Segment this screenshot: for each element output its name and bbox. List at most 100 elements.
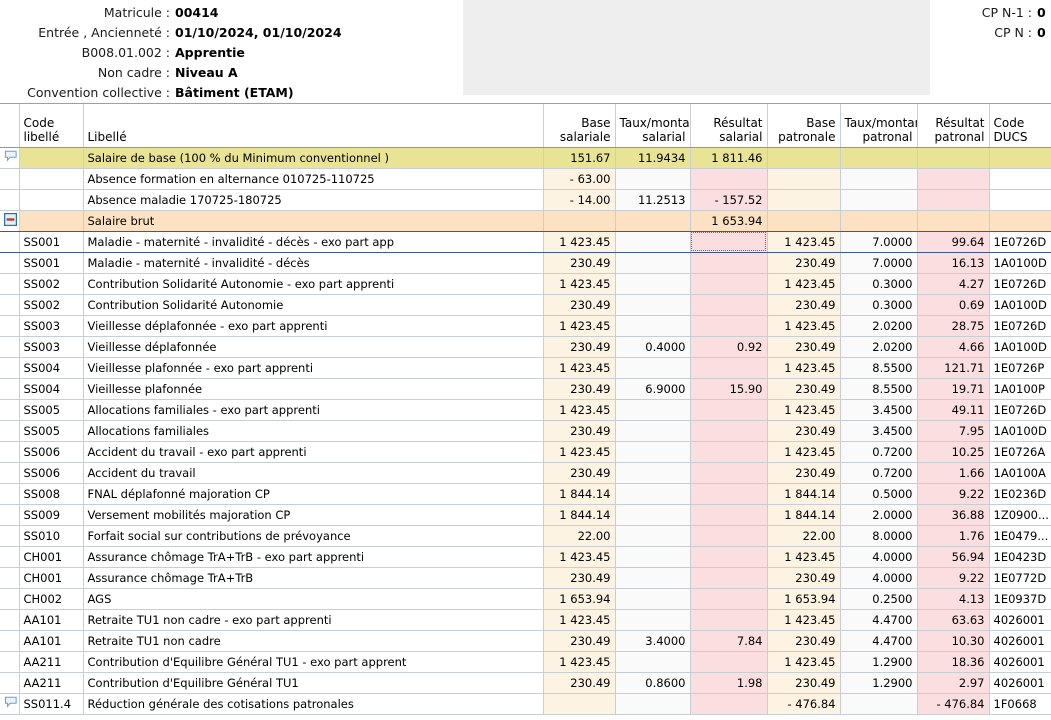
cell-code-ducs[interactable]: 4026001 <box>989 609 1051 631</box>
cell-code-ducs[interactable] <box>989 147 1051 169</box>
table-row[interactable]: SS002 Contribution Solidarité Autonomie 23… <box>0 294 1051 316</box>
cell-res-pat[interactable]: 4.27 <box>917 273 990 295</box>
cell-taux-sal[interactable]: 11.9434 <box>615 147 691 169</box>
cell-code-ducs[interactable]: 1E0726D <box>989 315 1051 337</box>
cell-base-sal[interactable]: - 63.00 <box>543 168 616 190</box>
cell-taux-sal[interactable] <box>615 609 691 631</box>
cell-code-libelle[interactable]: SS011.4 <box>19 693 84 715</box>
column-header-libelle[interactable]: Libellé <box>83 104 544 148</box>
cell-libelle[interactable]: Contribution d'Equilibre Général TU1 - e… <box>83 651 544 673</box>
cell-code-libelle[interactable]: SS002 <box>19 294 84 316</box>
cell-taux-sal[interactable] <box>615 168 691 190</box>
cell-base-sal[interactable] <box>543 693 616 715</box>
cell-taux-pat[interactable]: 3.4500 <box>840 399 918 421</box>
cell-taux-pat[interactable]: 1.2900 <box>840 672 918 694</box>
cell-code-ducs[interactable] <box>989 168 1051 190</box>
cell-code-libelle[interactable]: AA101 <box>19 609 84 631</box>
cell-code-ducs[interactable]: 1E0236D <box>989 483 1051 505</box>
cell-taux-pat[interactable]: 0.5000 <box>840 483 918 505</box>
table-row[interactable]: AA211 Contribution d'Equilibre Général TU… <box>0 672 1051 694</box>
cell-taux-sal[interactable] <box>615 357 691 379</box>
cell-code-ducs[interactable]: 1A0100P <box>989 378 1051 400</box>
cell-base-sal[interactable]: 230.49 <box>543 252 616 274</box>
cell-code-libelle[interactable]: SS001 <box>19 231 84 253</box>
column-header-code[interactable]: Code libellé <box>19 104 84 148</box>
cell-taux-sal[interactable] <box>615 567 691 589</box>
cell-code-libelle[interactable]: SS009 <box>19 504 84 526</box>
row-gutter-cell[interactable] <box>0 693 20 715</box>
cell-base-sal[interactable]: 230.49 <box>543 294 616 316</box>
cell-libelle[interactable]: Contribution Solidarité Autonomie - exo … <box>83 273 544 295</box>
cell-taux-sal[interactable]: 11.2513 <box>615 189 691 211</box>
cell-code-ducs[interactable]: 1E0726A <box>989 441 1051 463</box>
comment-icon[interactable] <box>4 696 18 708</box>
table-row[interactable]: Absence maladie 170725-180725- 14.00 11.2… <box>0 189 1051 211</box>
cell-libelle[interactable]: FNAL déplafonné majoration CP <box>83 483 544 505</box>
table-row[interactable]: SS003 Vieillesse déplafonnée 230.49 0.4000 0… <box>0 336 1051 358</box>
cell-taux-sal[interactable] <box>615 399 691 421</box>
cell-code-libelle[interactable]: AA211 <box>19 672 84 694</box>
column-header-res_sal[interactable]: Résultat salarial <box>690 104 768 148</box>
cell-base-pat[interactable]: 230.49 <box>767 567 841 589</box>
cell-libelle[interactable]: Vieillesse déplafonnée - exo part appren… <box>83 315 544 337</box>
cell-taux-pat[interactable]: 8.5500 <box>840 378 918 400</box>
cell-base-sal[interactable]: 1 423.45 <box>543 399 616 421</box>
cell-code-libelle[interactable]: SS004 <box>19 378 84 400</box>
table-row[interactable]: SS001 Maladie - maternité - invalidité - … <box>0 231 1051 253</box>
cell-code-ducs[interactable]: 1E0423D <box>989 546 1051 568</box>
cell-res-sal[interactable] <box>690 294 768 316</box>
cell-base-pat[interactable]: 1 423.45 <box>767 399 841 421</box>
cell-taux-sal[interactable]: 0.8600 <box>615 672 691 694</box>
cell-libelle[interactable]: Accident du travail <box>83 462 544 484</box>
cell-base-sal[interactable]: 230.49 <box>543 567 616 589</box>
table-row[interactable]: SS010 Forfait social sur contributions de… <box>0 525 1051 547</box>
cell-base-pat[interactable]: 1 423.45 <box>767 273 841 295</box>
table-row[interactable]: Salaire brut 1 653.94 <box>0 210 1051 232</box>
cell-res-pat[interactable] <box>917 210 990 232</box>
cell-taux-pat[interactable]: 7.0000 <box>840 231 918 253</box>
cell-taux-sal[interactable] <box>615 504 691 526</box>
table-row[interactable]: SS011.4 Réduction générale des cotisation… <box>0 693 1051 715</box>
column-header-base_pat[interactable]: Base patronale <box>767 104 841 148</box>
cell-base-sal[interactable]: 1 423.45 <box>543 441 616 463</box>
cell-res-pat[interactable]: - 476.84 <box>917 693 990 715</box>
cell-base-pat[interactable]: 1 423.45 <box>767 441 841 463</box>
cell-libelle[interactable]: Absence maladie 170725-180725 <box>83 189 544 211</box>
cell-res-sal[interactable] <box>690 273 768 295</box>
cell-base-sal[interactable]: 230.49 <box>543 672 616 694</box>
cell-code-libelle[interactable]: CH001 <box>19 567 84 589</box>
table-row[interactable]: CH002 AGS 1 653.94 1 653.94 0.2500 4.13 1E0937… <box>0 588 1051 610</box>
cell-code-libelle[interactable]: SS005 <box>19 399 84 421</box>
cell-libelle[interactable]: Retraite TU1 non cadre - exo part appren… <box>83 609 544 631</box>
cell-res-sal[interactable] <box>690 168 768 190</box>
cell-taux-pat[interactable] <box>840 168 918 190</box>
cell-code-ducs[interactable]: 1A0100D <box>989 336 1051 358</box>
cell-taux-pat[interactable]: 4.0000 <box>840 546 918 568</box>
table-row[interactable]: SS009 Versement mobilités majoration CP 1 … <box>0 504 1051 526</box>
cell-code-ducs[interactable] <box>989 210 1051 232</box>
column-header-ducs[interactable]: Code DUCS <box>989 104 1051 148</box>
cell-res-sal[interactable]: 15.90 <box>690 378 768 400</box>
cell-base-pat[interactable]: - 476.84 <box>767 693 841 715</box>
cell-code-ducs[interactable]: 1F0668 <box>989 693 1051 715</box>
cell-taux-sal[interactable] <box>615 546 691 568</box>
cell-taux-pat[interactable]: 4.4700 <box>840 630 918 652</box>
cell-base-pat[interactable]: 230.49 <box>767 630 841 652</box>
cell-libelle[interactable]: Assurance chômage TrA+TrB - exo part app… <box>83 546 544 568</box>
cell-taux-sal[interactable] <box>615 441 691 463</box>
cell-res-pat[interactable]: 1.66 <box>917 462 990 484</box>
cell-base-sal[interactable]: 1 423.45 <box>543 315 616 337</box>
cell-code-ducs[interactable]: 1A0100D <box>989 420 1051 442</box>
cell-libelle[interactable]: Salaire de base (100 % du Minimum conven… <box>83 147 544 169</box>
cell-res-pat[interactable]: 9.22 <box>917 483 990 505</box>
table-row[interactable]: SS006 Accident du travail 230.49 230.49 0.72… <box>0 462 1051 484</box>
cell-code-ducs[interactable] <box>989 189 1051 211</box>
cell-code-libelle[interactable] <box>19 168 84 190</box>
cell-code-libelle[interactable]: SS008 <box>19 483 84 505</box>
cell-taux-pat[interactable]: 3.4500 <box>840 420 918 442</box>
cell-code-libelle[interactable]: SS002 <box>19 273 84 295</box>
cell-code-libelle[interactable]: CH001 <box>19 546 84 568</box>
cell-res-sal[interactable] <box>690 588 768 610</box>
cell-code-libelle[interactable] <box>19 147 84 169</box>
cell-res-pat[interactable]: 1.76 <box>917 525 990 547</box>
